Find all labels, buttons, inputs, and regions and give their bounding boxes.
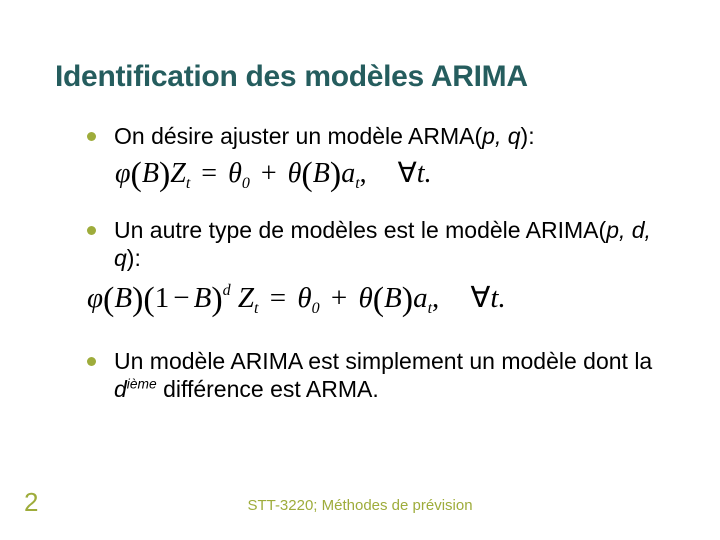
equation-2: φ(B)(1−B)d Zt = θ0 + θ(B)at, ∀t. xyxy=(87,280,665,319)
eq1-Z: Z xyxy=(170,158,186,189)
bullet-text-2: Un autre type de modèles est le modèle A… xyxy=(114,216,665,272)
eq2-one: 1 xyxy=(155,282,170,314)
b3-d: d xyxy=(114,376,127,402)
eq2-a: a xyxy=(413,282,428,314)
b3-post: différence est ARMA. xyxy=(157,376,379,402)
eq1-rparen2: ) xyxy=(330,156,341,193)
bullet-dot-icon xyxy=(87,132,96,141)
b3-sup: ième xyxy=(127,377,157,392)
b1-pre: On désire ajuster un modèle ARMA( xyxy=(114,123,482,149)
eq2-theta0: θ xyxy=(297,282,311,314)
eq1-equals: = xyxy=(197,158,221,189)
eq2-minus: − xyxy=(169,282,193,314)
eq1-B1: B xyxy=(142,158,159,189)
eq2-comma: , xyxy=(432,282,439,314)
b1-post: ): xyxy=(521,123,535,149)
body-content: On désire ajuster un modèle ARMA(p, q): … xyxy=(55,122,665,403)
page-title: Identification des modèles ARIMA xyxy=(55,60,665,94)
eq2-rp2: ) xyxy=(211,281,222,318)
eq2-d: d xyxy=(223,282,231,299)
eq2-lp3: ( xyxy=(373,281,384,318)
bullet-text-1: On désire ajuster un modèle ARMA(p, q): xyxy=(114,122,535,150)
eq1-theta0: θ xyxy=(228,158,242,189)
eq2-content: φ(B)(1−B)d Zt = θ0 + θ(B)at, ∀t. xyxy=(87,282,506,314)
eq1-plus: + xyxy=(257,158,281,189)
b2-pre: Un autre type de modèles est le modèle A… xyxy=(114,217,606,243)
bullet-item-3: Un modèle ARIMA est simplement un modèle… xyxy=(87,347,665,403)
eq2-Zt: t xyxy=(254,300,258,317)
eq1-a: a xyxy=(341,158,355,189)
bullet-text-3: Un modèle ARIMA est simplement un modèle… xyxy=(114,347,665,403)
eq2-B3: B xyxy=(384,282,402,314)
bullet-item-1: On désire ajuster un modèle ARMA(p, q): xyxy=(87,122,665,150)
eq1-comma: , xyxy=(360,158,367,189)
eq2-tdot: t. xyxy=(490,282,505,314)
eq1-content: φ(B)Zt = θ0 + θ(B)at, ∀t. xyxy=(115,158,432,189)
footer-text: STT-3220; Méthodes de prévision xyxy=(0,497,720,514)
eq1-theta: θ xyxy=(288,158,302,189)
eq2-Z: Z xyxy=(238,282,254,314)
eq2-plus: + xyxy=(327,282,351,314)
b2-post: ): xyxy=(127,245,141,271)
equation-1: φ(B)Zt = θ0 + θ(B)at, ∀t. xyxy=(115,156,665,194)
bullet-dot-icon xyxy=(87,226,96,235)
eq2-B2: B xyxy=(194,282,212,314)
eq1-B2: B xyxy=(313,158,330,189)
eq2-rp1: ) xyxy=(132,281,143,318)
bullet-item-2: Un autre type de modèles est le modèle A… xyxy=(87,216,665,272)
b3-pre: Un modèle ARIMA est simplement un modèle… xyxy=(114,348,652,374)
eq2-lp1: ( xyxy=(103,281,114,318)
b1-pq: p, q xyxy=(482,123,520,149)
eq2-sub0: 0 xyxy=(312,300,320,317)
eq1-lparen2: ( xyxy=(301,156,312,193)
eq2-theta: θ xyxy=(358,282,372,314)
eq1-forall: ∀ xyxy=(374,158,417,189)
eq1-rparen1: ) xyxy=(159,156,170,193)
eq2-phi: φ xyxy=(87,282,103,314)
eq2-rp3: ) xyxy=(402,281,413,318)
eq1-Zt: t xyxy=(186,175,190,192)
eq1-phi: φ xyxy=(115,158,131,189)
bullet-dot-icon xyxy=(87,357,96,366)
eq2-lp2: ( xyxy=(143,281,154,318)
slide: Identification des modèles ARIMA On dési… xyxy=(0,0,720,540)
eq2-forall: ∀ xyxy=(447,282,491,314)
eq2-B1: B xyxy=(114,282,132,314)
eq1-tdot: t. xyxy=(417,158,432,189)
eq1-sub0: 0 xyxy=(242,175,250,192)
eq2-equals: = xyxy=(266,282,290,314)
eq1-lparen1: ( xyxy=(131,156,142,193)
